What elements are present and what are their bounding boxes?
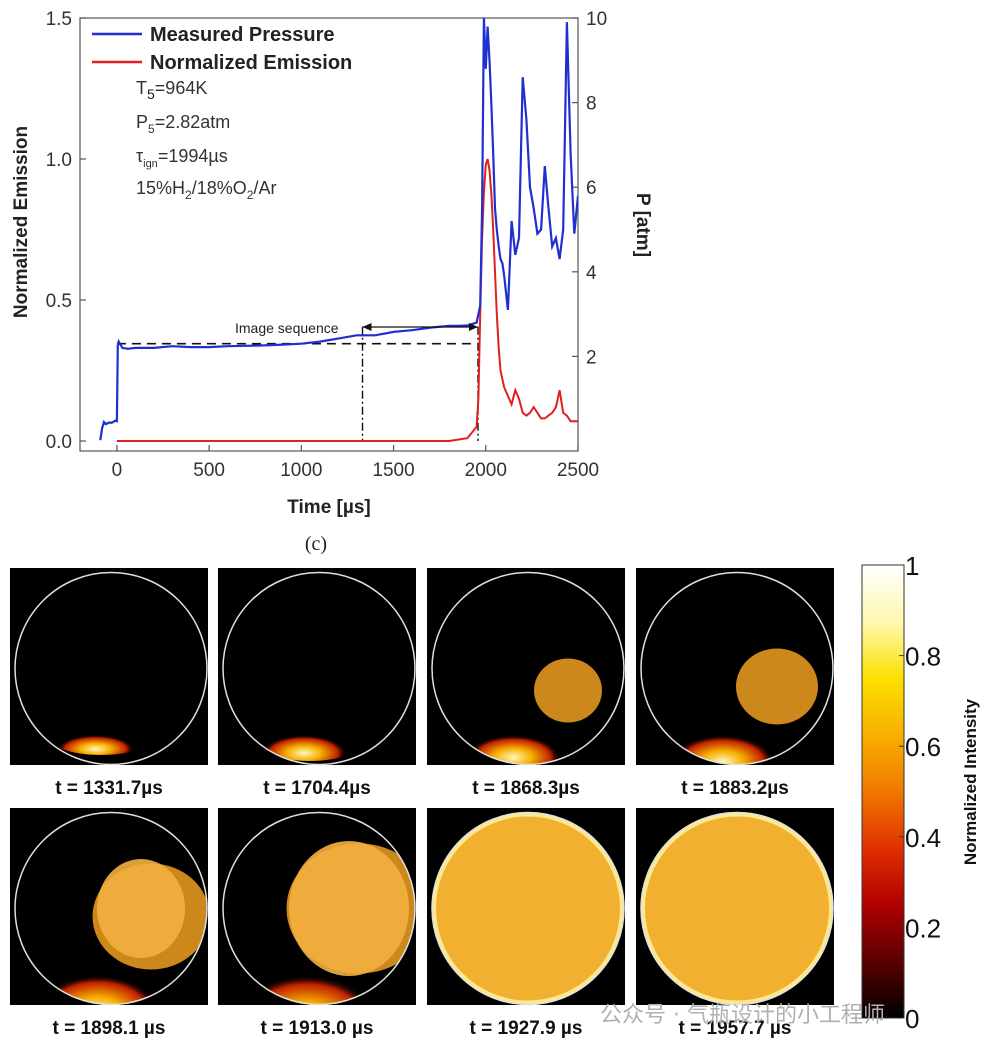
legend-label-pressure: Measured Pressure bbox=[150, 24, 335, 46]
colorbar-title: Normalized Intensity bbox=[961, 698, 980, 865]
frame-outline bbox=[14, 811, 208, 1006]
frame-outline bbox=[431, 811, 625, 1006]
flame-region bbox=[453, 658, 602, 765]
frame-caption: t = 1913.0 µs bbox=[261, 1018, 374, 1039]
colorbar-tick-label: 0.2 bbox=[905, 913, 941, 943]
left-y-tick-label: 0.5 bbox=[46, 291, 72, 312]
annotation-ignition-delay: τign=1994µs bbox=[136, 146, 228, 170]
line-chart: 0 500 1000 1500 2000 2500 0.0 0.5 1.0 1.5 2 4 6 8 10… bbox=[11, 9, 653, 518]
series-measured-pressure bbox=[99, 18, 578, 441]
flame-region bbox=[223, 841, 415, 1005]
frame-outline bbox=[222, 571, 416, 766]
frame-outline bbox=[222, 811, 416, 1006]
left-y-tick-label: 0.0 bbox=[46, 432, 72, 453]
right-y-tick-label: 10 bbox=[586, 9, 607, 30]
image-frame: t = 1898.1 µs bbox=[10, 808, 208, 1039]
x-tick-label: 500 bbox=[193, 460, 225, 481]
frame-caption: t = 1868.3µs bbox=[472, 778, 580, 799]
image-frame: t = 1883.2µs bbox=[636, 568, 834, 799]
frame-caption: t = 1898.1 µs bbox=[53, 1018, 166, 1039]
right-y-tick-label: 8 bbox=[586, 94, 597, 115]
arrow-head-right bbox=[468, 323, 478, 331]
right-y-tick-label: 6 bbox=[586, 178, 597, 199]
flame-region bbox=[641, 812, 833, 1005]
plot-frame bbox=[79, 17, 579, 452]
condition-annotations: T5=964K P5=2.82atm τign=1994µs 15%H2/18%… bbox=[136, 78, 276, 202]
colorbar-tick-label: 0.4 bbox=[905, 823, 941, 853]
left-y-tick-label: 1.5 bbox=[46, 9, 72, 30]
colorbar: 0 0.2 0.4 0.6 0.8 1 Normalized Intensity bbox=[861, 551, 980, 1034]
image-frame: t = 1927.9 µs bbox=[427, 808, 625, 1039]
reference-lines bbox=[116, 326, 479, 441]
colorbar-tick-label: 0.8 bbox=[905, 642, 941, 672]
x-tick-label: 1500 bbox=[372, 460, 414, 481]
right-y-axis: 2 4 6 8 10 bbox=[572, 9, 607, 368]
colorbar-tick-label: 0.6 bbox=[905, 732, 941, 762]
x-tick-label: 1000 bbox=[280, 460, 322, 481]
image-frame: t = 1331.7µs bbox=[10, 568, 208, 799]
x-tick-label: 0 bbox=[112, 460, 123, 481]
flame-front bbox=[46, 715, 156, 755]
frame-outline bbox=[640, 811, 834, 1006]
frame-caption: t = 1883.2µs bbox=[681, 778, 789, 799]
panel-label: (c) bbox=[305, 533, 327, 555]
frame-outline bbox=[640, 571, 834, 766]
left-y-tick-label: 1.0 bbox=[46, 150, 72, 171]
right-y-tick-label: 4 bbox=[586, 263, 597, 284]
left-y-axis: 0.0 0.5 1.0 1.5 bbox=[46, 9, 86, 453]
x-axis: 0 500 1000 1500 2000 2500 bbox=[112, 445, 599, 481]
image-frame: t = 1957.7 µs bbox=[636, 808, 834, 1039]
flame-region bbox=[46, 715, 156, 755]
flame-kernel bbox=[534, 658, 602, 723]
image-sequence-arrow bbox=[362, 323, 478, 331]
annotation-temperature: T5=964K bbox=[136, 78, 207, 102]
annotation-mixture: 15%H2/18%O2/Ar bbox=[136, 178, 276, 202]
colorbar-tick-label: 1 bbox=[905, 551, 919, 581]
x-tick-label: 2500 bbox=[557, 460, 599, 481]
image-frame: t = 1704.4µs bbox=[218, 568, 416, 799]
left-y-axis-title: Normalized Emission bbox=[11, 126, 32, 318]
frame-caption: t = 1331.7µs bbox=[55, 778, 163, 799]
frame-outline bbox=[14, 571, 208, 766]
colorbar-ticks: 0 0.2 0.4 0.6 0.8 1 bbox=[899, 551, 941, 1034]
flame-region bbox=[432, 812, 624, 1005]
colorbar-bar bbox=[861, 564, 905, 1019]
legend-label-emission: Normalized Emission bbox=[150, 52, 352, 74]
annotation-pressure: P5=2.82atm bbox=[136, 112, 230, 136]
frame-caption: t = 1957.7 µs bbox=[679, 1018, 792, 1039]
frame-outline bbox=[431, 571, 625, 766]
flame-fill bbox=[641, 812, 833, 1005]
image-sequence-frames: t = 1331.7µs t = 1704.4µs t = 1868.3µs t = … bbox=[10, 568, 834, 1039]
legend: Measured Pressure Normalized Emission bbox=[92, 24, 352, 74]
arrow-head-left bbox=[362, 323, 372, 331]
colorbar-tick-label: 0 bbox=[905, 1004, 919, 1034]
x-tick-label: 2000 bbox=[465, 460, 507, 481]
flame-region bbox=[249, 709, 371, 761]
flame-front bbox=[249, 709, 371, 761]
flame-bulk bbox=[97, 859, 185, 958]
image-frame: t = 1868.3µs bbox=[427, 568, 625, 799]
watermark: 公众号 · 气瓶设计的小工程师 bbox=[600, 1003, 885, 1028]
series-normalized-emission bbox=[116, 158, 578, 442]
image-frame: t = 1913.0 µs bbox=[218, 808, 416, 1039]
flame-kernel bbox=[736, 648, 818, 725]
frame-caption: t = 1927.9 µs bbox=[470, 1018, 583, 1039]
x-axis-title: Time [µs] bbox=[287, 497, 370, 518]
frame-caption: t = 1704.4µs bbox=[263, 778, 371, 799]
flame-bulk bbox=[289, 841, 409, 976]
right-y-tick-label: 2 bbox=[586, 347, 597, 368]
image-sequence-label: Image sequence bbox=[235, 320, 339, 336]
flame-fill bbox=[432, 812, 624, 1005]
right-y-axis-title: P [atm] bbox=[632, 193, 653, 257]
